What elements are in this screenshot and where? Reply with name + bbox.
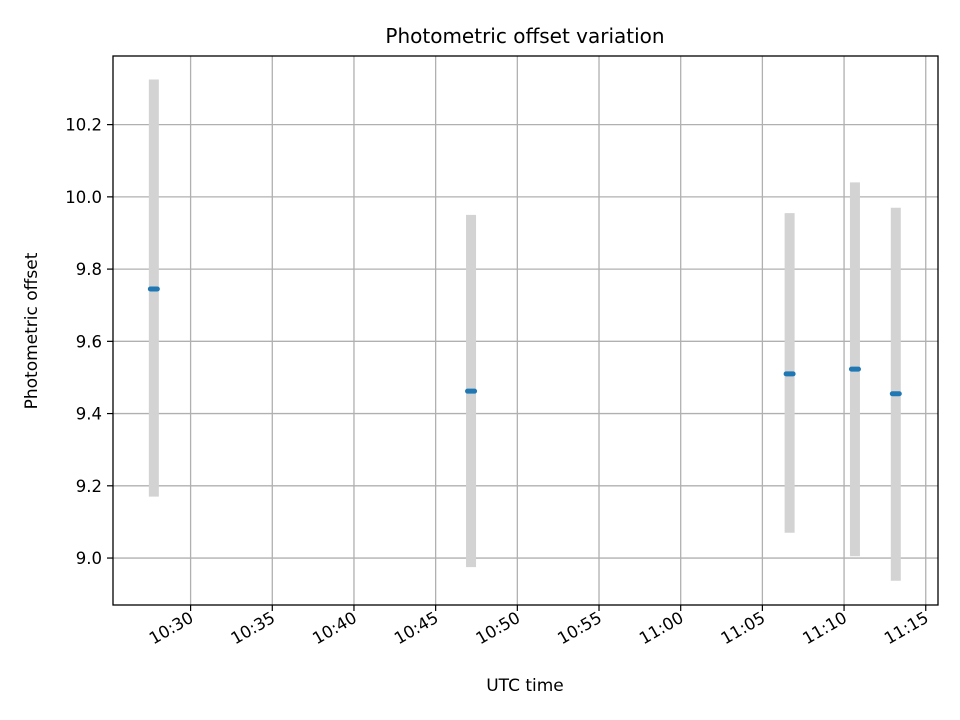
data-point bbox=[783, 371, 796, 377]
data-point bbox=[889, 391, 902, 397]
grid bbox=[113, 56, 938, 605]
x-axis-title: UTC time bbox=[486, 676, 564, 696]
y-tick-label: 9.2 bbox=[76, 477, 102, 496]
data-point bbox=[465, 388, 478, 394]
y-tick-label: 9.0 bbox=[76, 549, 102, 568]
chart-title: Photometric offset variation bbox=[385, 24, 664, 48]
data-points bbox=[147, 286, 902, 397]
y-tick-label: 10.0 bbox=[65, 188, 102, 207]
y-axis-title: Photometric offset bbox=[22, 252, 42, 409]
plot-frame bbox=[112, 55, 939, 606]
data-point bbox=[848, 366, 861, 372]
y-axis: 9.0 9.2 9.4 9.6 9.8 10.0 10.2 bbox=[65, 116, 113, 568]
y-tick-label: 9.6 bbox=[76, 332, 102, 351]
y-tick-label: 10.2 bbox=[65, 116, 102, 135]
data-point bbox=[147, 286, 160, 292]
y-tick-label: 9.8 bbox=[76, 260, 102, 279]
y-tick-label: 9.4 bbox=[76, 405, 102, 424]
